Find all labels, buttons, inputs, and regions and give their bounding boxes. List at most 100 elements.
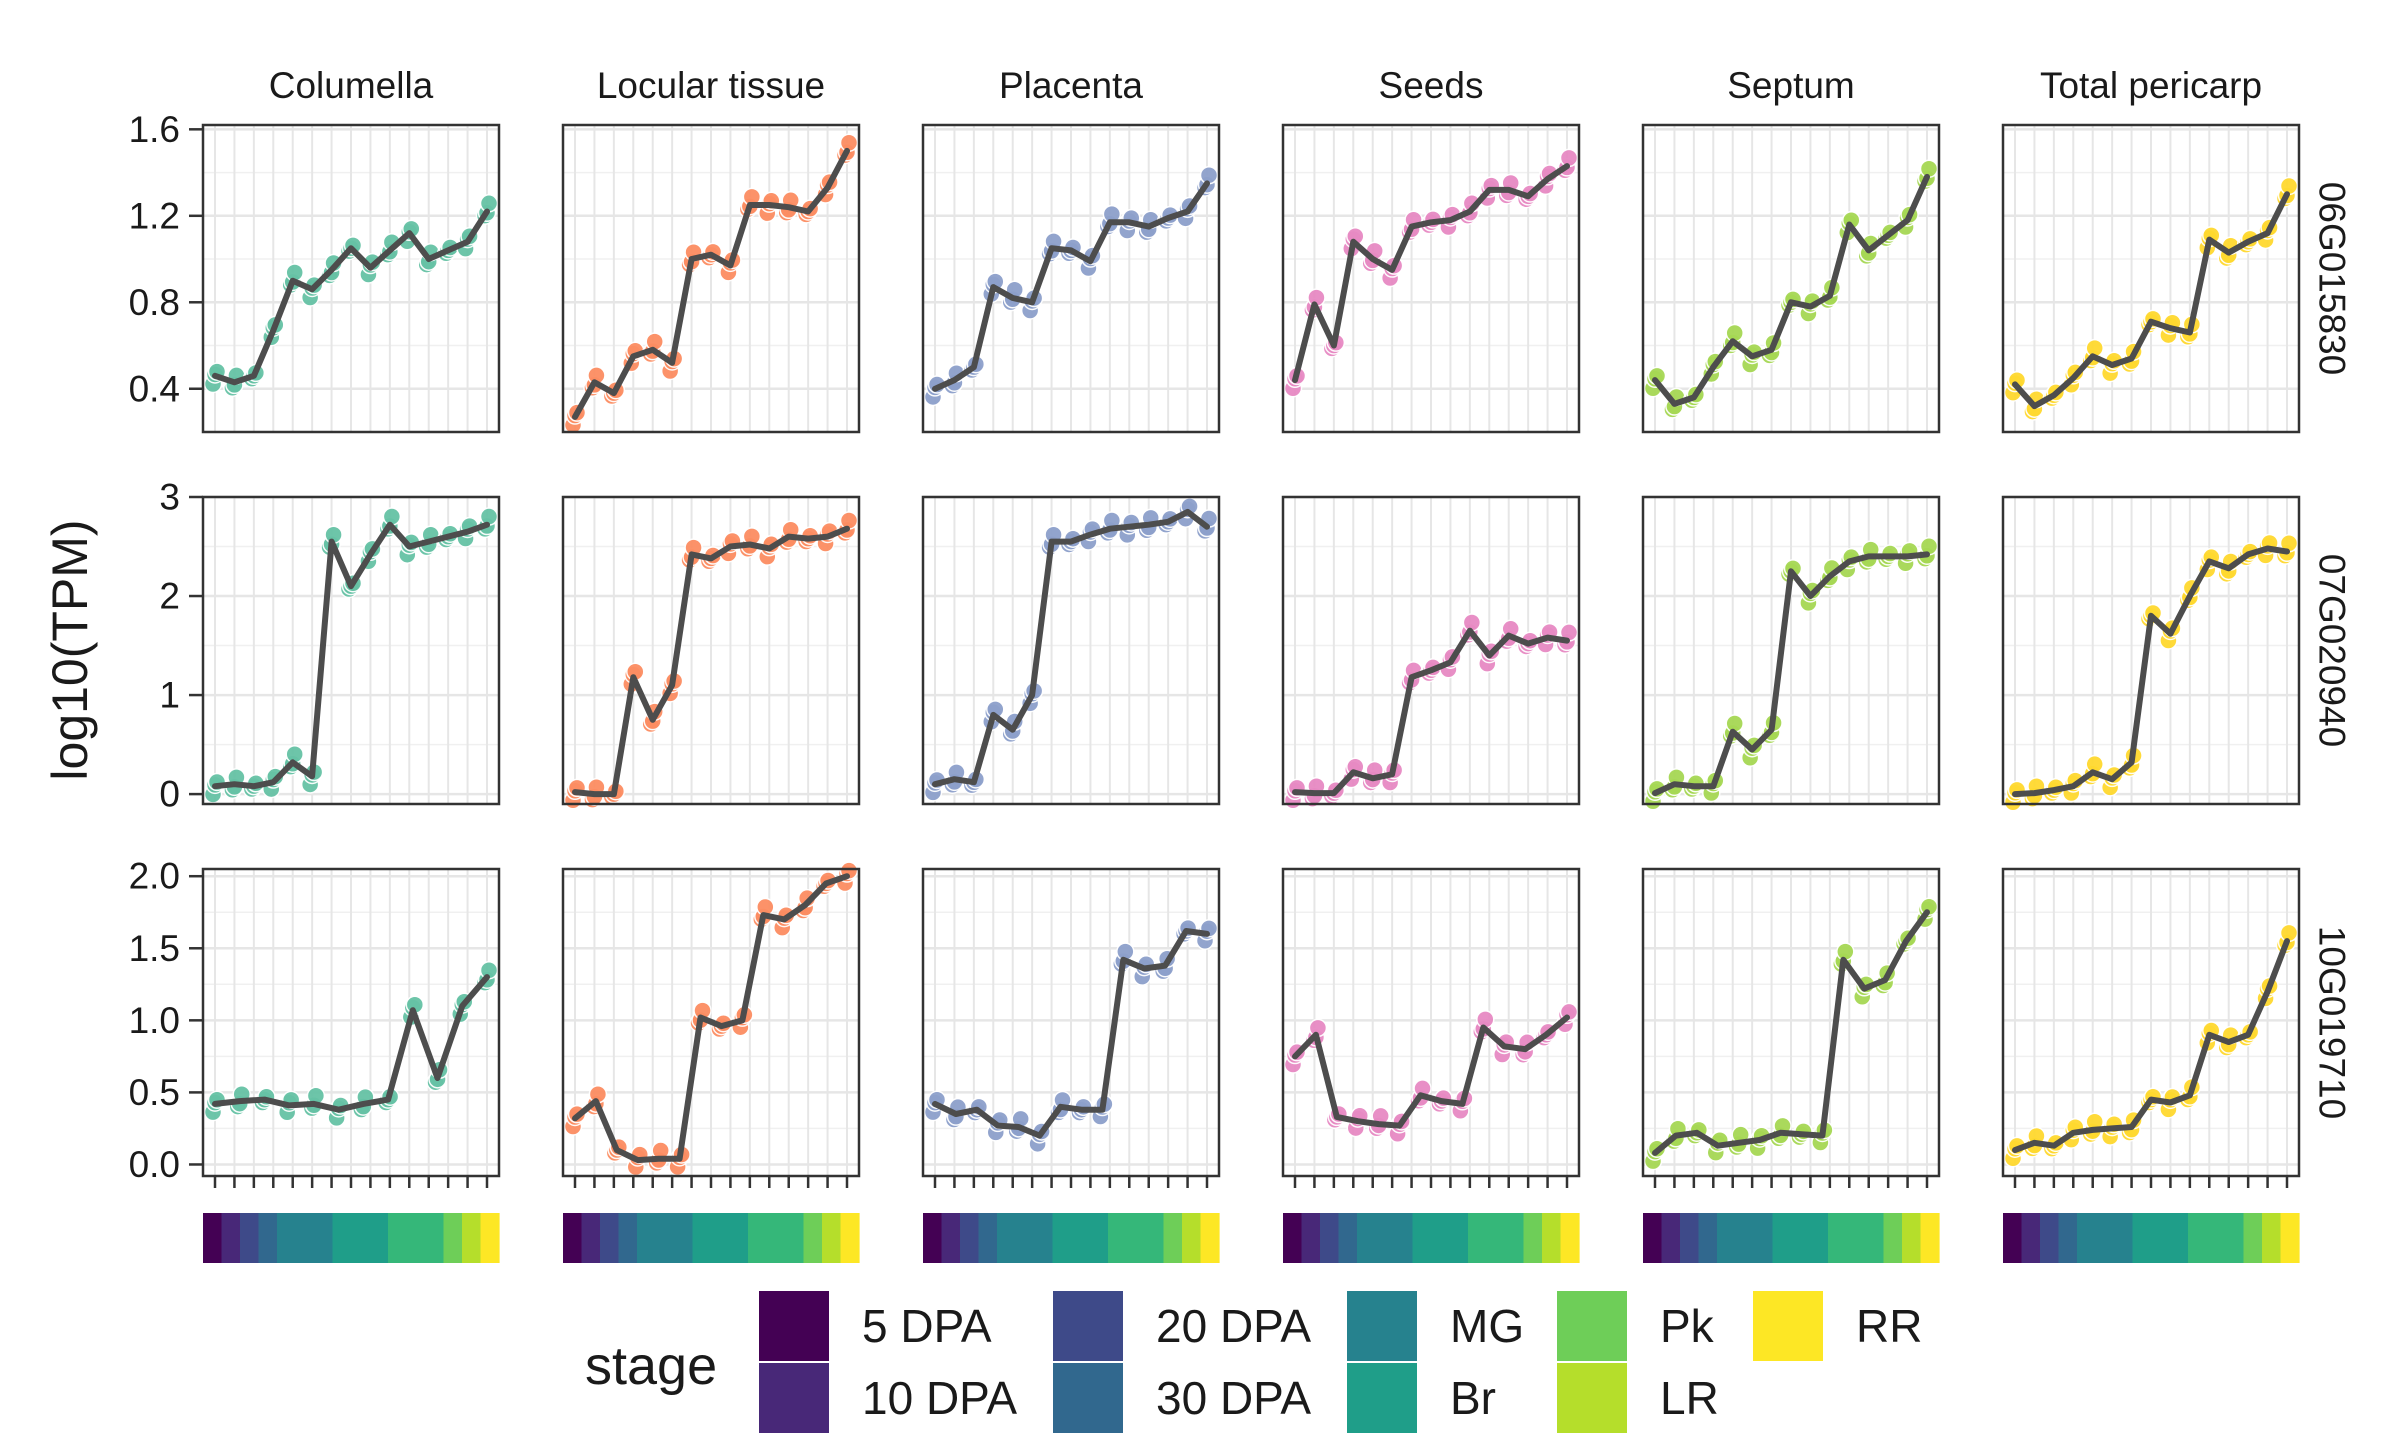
stage-bar-segment [2021, 1213, 2041, 1263]
stage-bar-segment [203, 1213, 223, 1263]
stage-bar-segment [1163, 1213, 1183, 1263]
data-point [1919, 159, 1939, 178]
series-line [932, 180, 1210, 392]
stage-bar-segment [2003, 1213, 2023, 1263]
stage-bar-segment [1883, 1213, 1903, 1263]
legend: stage 5 DPA 10 DPA 20 DPA 30 DPA MG Br Pk LR RR [585, 1289, 1922, 1435]
y-tick-label: 1.6 [129, 109, 180, 150]
panel-border [1641, 495, 1941, 806]
stage-bar-segment [1200, 1213, 1220, 1263]
stage-bar-segment [1145, 1213, 1165, 1263]
stage-bar-segment [2169, 1213, 2189, 1263]
stage-bar-segment [1486, 1213, 1506, 1263]
stage-bar-segment [1089, 1213, 1109, 1263]
legend-swatch [1555, 1289, 1629, 1363]
stage-bar-segment [1468, 1213, 1488, 1263]
stage-bar-segment [748, 1213, 768, 1263]
stage-bar-segment [1791, 1213, 1811, 1263]
legend-label: 30 DPA [1156, 1372, 1311, 1424]
legend-label: Pk [1660, 1300, 1715, 1352]
stage-bar-segment [1412, 1213, 1432, 1263]
facet-column-label: Septum [1727, 65, 1855, 106]
stage-bar-segment [1809, 1213, 1829, 1263]
facet-column-label: Columella [269, 65, 434, 106]
legend-swatch [1345, 1289, 1419, 1363]
data-point [839, 511, 859, 530]
stage-bar-layer [203, 1213, 2300, 1263]
series-line [932, 928, 1210, 1139]
legend-label: Br [1450, 1372, 1496, 1424]
stage-bar-segment [803, 1213, 823, 1263]
stage-bar-segment [1375, 1213, 1395, 1263]
facet-panel [1281, 495, 1581, 810]
stage-bar-segment [1902, 1213, 1922, 1263]
facet-panel [201, 495, 501, 806]
stage-bar-segment [1542, 1213, 1562, 1263]
legend-label: 20 DPA [1156, 1300, 1311, 1352]
facet-panel [921, 123, 1221, 434]
facet-row-label: 10G019710 [2312, 926, 2353, 1119]
legend-swatch [1345, 1361, 1419, 1435]
y-tick-label: 3 [159, 477, 180, 518]
stage-bar-segment [1680, 1213, 1700, 1263]
panel-border [1281, 123, 1581, 434]
facet-panel [561, 123, 861, 435]
data-point [479, 194, 499, 213]
legend-swatch [1051, 1289, 1125, 1363]
stage-bar-segment [785, 1213, 805, 1263]
y-tick-label: 0.8 [129, 282, 180, 323]
stage-bar-segment [978, 1213, 998, 1263]
stage-bar-segment [1182, 1213, 1202, 1263]
y-tick-label: 2 [159, 576, 180, 617]
panel-border [921, 495, 1221, 806]
panel-border [1641, 123, 1941, 434]
stage-bar-segment [1449, 1213, 1469, 1263]
y-tick-label: 0 [159, 774, 180, 815]
facet-panel [1641, 123, 1941, 434]
stage-bar-segment [2206, 1213, 2226, 1263]
stage-bar-segment [1772, 1213, 1792, 1263]
facet-panel [201, 123, 501, 434]
stage-bar-segment [1735, 1213, 1755, 1263]
stage-bar-segment [2262, 1213, 2282, 1263]
stage-bar-segment [1320, 1213, 1340, 1263]
stage-bar-segment [600, 1213, 620, 1263]
facet-panel [921, 867, 1221, 1178]
y-tick-label: 1.5 [129, 928, 180, 969]
stage-bar-segment [1828, 1213, 1848, 1263]
stage-bar-segment [822, 1213, 842, 1263]
stage-bar-segment [840, 1213, 860, 1263]
facet-panel [2001, 867, 2301, 1178]
stage-bar-segment [2188, 1213, 2208, 1263]
stage-bar-segment [1301, 1213, 1321, 1263]
legend-label: 5 DPA [862, 1300, 992, 1352]
stage-bar-segment [425, 1213, 445, 1263]
stage-bar-segment [1015, 1213, 1035, 1263]
facet-column-label: Seeds [1379, 65, 1484, 106]
facet-panel [201, 867, 501, 1178]
data-point [2279, 923, 2299, 943]
stage-bar-segment [1920, 1213, 1940, 1263]
stage-bar-segment [1071, 1213, 1091, 1263]
stage-bar-segment [1108, 1213, 1128, 1263]
stage-bar-segment [1052, 1213, 1072, 1263]
facet-column-label: Total pericarp [2040, 65, 2262, 106]
panel-layer [201, 123, 2301, 1178]
stage-bar-segment [1698, 1213, 1718, 1263]
stage-bar-segment [2077, 1213, 2097, 1263]
stage-bar-segment [406, 1213, 426, 1263]
stage-bar-segment [1394, 1213, 1414, 1263]
stage-bar-segment [941, 1213, 961, 1263]
facet-row-label: 06G015830 [2312, 182, 2353, 375]
stage-bar-segment [563, 1213, 583, 1263]
stage-bar-segment [1643, 1213, 1663, 1263]
stage-bar-segment [314, 1213, 334, 1263]
series-line [1652, 909, 1930, 1156]
stage-bar-segment [480, 1213, 500, 1263]
y-tick-label: 0.0 [129, 1144, 180, 1185]
facet-panel [921, 495, 1221, 806]
data-point [1559, 148, 1579, 168]
series-line [1292, 1014, 1570, 1129]
